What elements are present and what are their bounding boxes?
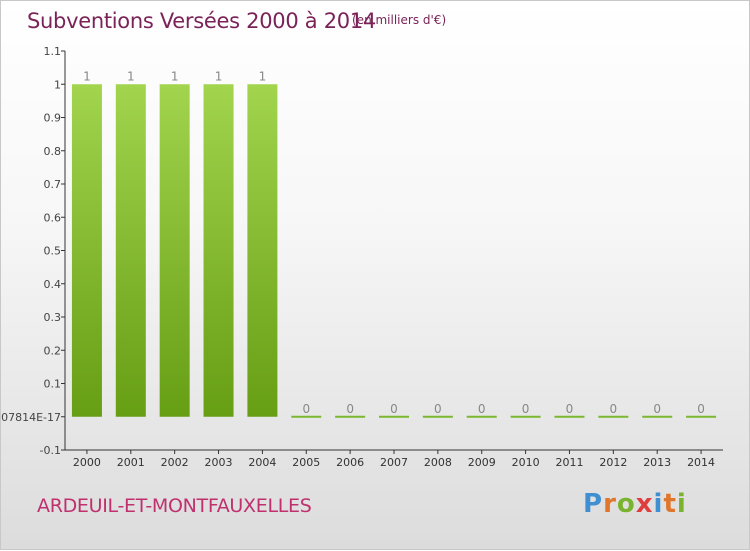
logo-letter: r <box>603 489 617 519</box>
x-tick-label: 2006 <box>336 456 364 469</box>
logo-letter: t <box>663 489 677 519</box>
x-tick-label: 2005 <box>292 456 320 469</box>
y-tick-label: 0.9 <box>44 112 62 125</box>
y-tick-label: -0.1 <box>40 444 61 457</box>
data-label-2001: 1 <box>127 69 135 83</box>
data-label-2000: 1 <box>83 69 91 83</box>
y-tick-label: 0.4 <box>44 278 62 291</box>
bar-2014 <box>686 415 717 418</box>
bar-2012 <box>598 415 629 418</box>
x-tick-label: 2014 <box>687 456 715 469</box>
bar-2006 <box>335 415 366 418</box>
data-label-2003: 1 <box>215 69 223 83</box>
chart-subtitle: (en milliers d'€) <box>352 13 447 27</box>
x-tick-label: 2010 <box>512 456 540 469</box>
y-tick-label: 0.3 <box>44 311 62 324</box>
x-tick-label: 2013 <box>643 456 671 469</box>
x-tick-label: 2003 <box>205 456 233 469</box>
bar-2004 <box>247 84 278 417</box>
data-label-2008: 0 <box>434 402 442 416</box>
y-tick-label: 0.5 <box>44 245 62 258</box>
y-tick-label: 1.3877787807814E-17 <box>1 411 61 424</box>
data-label-2004: 1 <box>259 69 267 83</box>
y-tick-label: 0.6 <box>44 211 62 224</box>
y-tick-label: 0.8 <box>44 145 62 158</box>
data-label-2007: 0 <box>390 402 398 416</box>
data-label-2006: 0 <box>346 402 354 416</box>
bar-2005 <box>291 415 322 418</box>
x-tick-label: 2004 <box>248 456 276 469</box>
logo-letter: P <box>583 489 604 519</box>
x-tick-label: 2007 <box>380 456 408 469</box>
y-tick-label: 1.1 <box>44 45 62 58</box>
bar-2003 <box>203 84 234 417</box>
commune-name: ARDEUIL-ET-MONTFAUXELLES <box>37 495 312 517</box>
logo-letter: i <box>676 489 687 519</box>
data-label-2011: 0 <box>566 402 574 416</box>
y-tick-label: 1 <box>54 78 61 91</box>
x-tick-label: 2008 <box>424 456 452 469</box>
bar-2011 <box>554 415 585 418</box>
x-tick-label: 2001 <box>117 456 145 469</box>
data-label-2014: 0 <box>697 402 705 416</box>
data-label-2013: 0 <box>653 402 661 416</box>
y-tick-label: 0.1 <box>44 378 62 391</box>
bar-2000 <box>71 84 102 417</box>
data-label-2012: 0 <box>610 402 618 416</box>
data-label-2002: 1 <box>171 69 179 83</box>
data-label-2009: 0 <box>478 402 486 416</box>
bar-2009 <box>466 415 497 418</box>
logo-letter: i <box>653 489 664 519</box>
x-tick-label: 2000 <box>73 456 101 469</box>
y-tick-label: 0.7 <box>44 178 62 191</box>
data-label-2005: 0 <box>302 402 310 416</box>
chart-title: Subventions Versées 2000 à 2014 <box>27 9 376 33</box>
x-tick-label: 2009 <box>468 456 496 469</box>
proxiti-logo[interactable]: Proxiti <box>583 489 687 519</box>
bar-2007 <box>379 415 409 418</box>
x-tick-label: 2002 <box>161 456 189 469</box>
data-label-2010: 0 <box>522 402 530 416</box>
x-tick-label: 2011 <box>555 456 583 469</box>
bar-2013 <box>642 415 673 418</box>
bar-2010 <box>510 415 541 418</box>
logo-letter: o <box>616 489 636 519</box>
x-tick-label: 2012 <box>599 456 627 469</box>
logo-letter: x <box>635 489 654 519</box>
bar-2001 <box>115 84 146 417</box>
y-tick-label: 0.2 <box>44 344 62 357</box>
bar-2002 <box>159 84 190 417</box>
bar-2008 <box>422 415 453 418</box>
